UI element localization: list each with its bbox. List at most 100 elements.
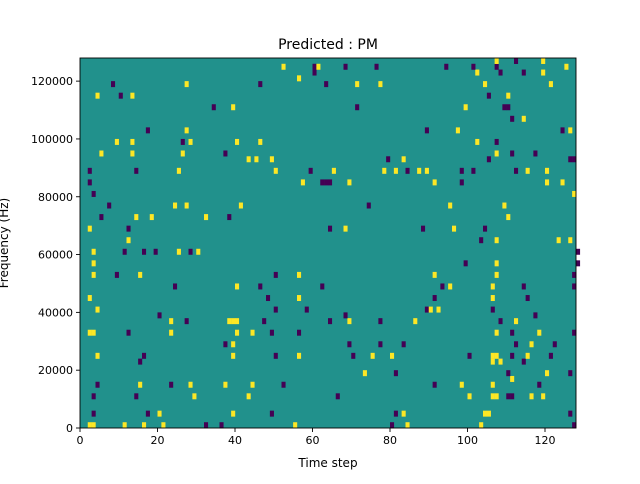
- heatmap-cell-high: [401, 156, 406, 163]
- heatmap-cell-low: [328, 179, 333, 186]
- heatmap-cell-low: [440, 283, 445, 290]
- heatmap-cell-high: [390, 352, 395, 359]
- heatmap-cell-high: [169, 318, 174, 325]
- heatmap-cell-low: [223, 341, 228, 348]
- heatmap-cell-high: [188, 138, 193, 145]
- heatmap-cell-low: [347, 341, 352, 348]
- heatmap-cell-high: [87, 422, 92, 429]
- heatmap-cell-low: [262, 318, 267, 325]
- heatmap-cell-high: [297, 75, 302, 82]
- heatmap-cell-low: [494, 138, 499, 145]
- heatmap-cell-low: [142, 248, 147, 255]
- heatmap-cell-low: [134, 167, 139, 174]
- heatmap-cell-high: [204, 214, 209, 221]
- heatmap-cell-high: [254, 156, 259, 163]
- heatmap-cell-low: [324, 179, 329, 186]
- heatmap-cell-low: [486, 92, 491, 99]
- heatmap-cell-high: [506, 214, 511, 221]
- heatmap-cell-high: [448, 202, 453, 209]
- heatmap-cell-high: [297, 271, 302, 278]
- heatmap-cell-high: [122, 422, 127, 429]
- heatmap-cell-high: [130, 138, 135, 145]
- heatmap-cell-low: [467, 352, 472, 359]
- heatmap-cell-high: [95, 306, 100, 313]
- heatmap-cell-low: [343, 312, 348, 319]
- heatmap-cell-high: [529, 341, 534, 348]
- heatmap-cell-low: [142, 352, 147, 359]
- heatmap-cell-low: [386, 156, 391, 163]
- heatmap-cell-high: [494, 237, 499, 244]
- y-tick-label: 60000: [38, 249, 73, 262]
- heatmap-cell-low: [471, 167, 476, 174]
- heatmap-cell-high: [91, 248, 96, 255]
- heatmap-cell-low: [537, 381, 542, 388]
- heatmap-cell-high: [362, 370, 367, 377]
- heatmap-cell-high: [297, 352, 302, 359]
- heatmap-cell-low: [91, 410, 96, 417]
- heatmap-cell-low: [269, 410, 274, 417]
- x-tick-label: 0: [77, 434, 84, 447]
- heatmap-cell-high: [138, 381, 143, 388]
- heatmap-cell-low: [572, 422, 577, 429]
- heatmap-cell-high: [494, 260, 499, 267]
- heatmap-cell-high: [87, 295, 92, 302]
- heatmap-cell-low: [483, 225, 488, 232]
- heatmap-cell-low: [107, 202, 112, 209]
- heatmap-cell-low: [471, 63, 476, 70]
- heatmap-cell-low: [273, 271, 278, 278]
- heatmap-cell-high: [413, 318, 418, 325]
- heatmap-cell-high: [560, 179, 565, 186]
- heatmap-cell-low: [122, 248, 127, 255]
- heatmap-cell-low: [378, 341, 383, 348]
- y-tick-label: 0: [66, 422, 73, 435]
- y-tick-label: 100000: [31, 133, 73, 146]
- heatmap-cell-low: [514, 58, 519, 64]
- heatmap-cell-high: [184, 202, 189, 209]
- heatmap-cell-low: [87, 167, 92, 174]
- heatmap-cell-high: [568, 237, 573, 244]
- heatmap-cell-high: [378, 81, 383, 88]
- heatmap-cell-high: [227, 318, 232, 325]
- heatmap-cell-high: [130, 150, 135, 157]
- chart-title: Predicted : PM: [278, 37, 378, 53]
- heatmap-cell-high: [180, 150, 185, 157]
- heatmap-cell-low: [576, 260, 581, 267]
- heatmap-cell-high: [281, 63, 286, 70]
- heatmap-cell-high: [343, 225, 348, 232]
- heatmap-cell-high: [432, 179, 437, 186]
- x-tick-label: 20: [151, 434, 165, 447]
- y-axis-label: Frequency (Hz): [0, 198, 11, 289]
- heatmap-cell-low: [184, 318, 189, 325]
- heatmap-cell-high: [176, 248, 181, 255]
- heatmap-cell-low: [91, 190, 96, 197]
- heatmap-cell-low: [560, 127, 565, 134]
- heatmap-cell-high: [231, 341, 236, 348]
- heatmap-cell-low: [297, 329, 302, 336]
- heatmap-cell-low: [510, 150, 515, 157]
- heatmap-cell-low: [479, 237, 484, 244]
- heatmap-cell-low: [126, 225, 131, 232]
- y-tick-label: 80000: [38, 191, 73, 204]
- heatmap-cell-low: [424, 306, 429, 313]
- heatmap-cell-high: [382, 167, 387, 174]
- x-axis-ticks: 0 20 40 60 80 100 120: [77, 428, 556, 447]
- heatmap-cell-high: [231, 318, 236, 325]
- heatmap-cell-high: [541, 393, 546, 400]
- heatmap-cell-low: [568, 410, 573, 417]
- heatmap-cell-high: [494, 58, 499, 64]
- heatmap-cell-low: [424, 127, 429, 134]
- heatmap-cell-low: [312, 69, 317, 76]
- heatmap-cell-low: [514, 341, 519, 348]
- heatmap-cell-high: [99, 150, 104, 157]
- heatmap-cell-low: [266, 295, 271, 302]
- heatmap-cell-high: [545, 179, 550, 186]
- heatmap-cell-low: [378, 318, 383, 325]
- heatmap-cell-high: [223, 381, 228, 388]
- heatmap-cell-low: [393, 370, 398, 377]
- heatmap-cell-low: [572, 283, 577, 290]
- heatmap-cell-low: [99, 214, 104, 221]
- heatmap-cell-low: [258, 81, 263, 88]
- heatmap-cell-high: [424, 167, 429, 174]
- heatmap-cell-high: [114, 138, 119, 145]
